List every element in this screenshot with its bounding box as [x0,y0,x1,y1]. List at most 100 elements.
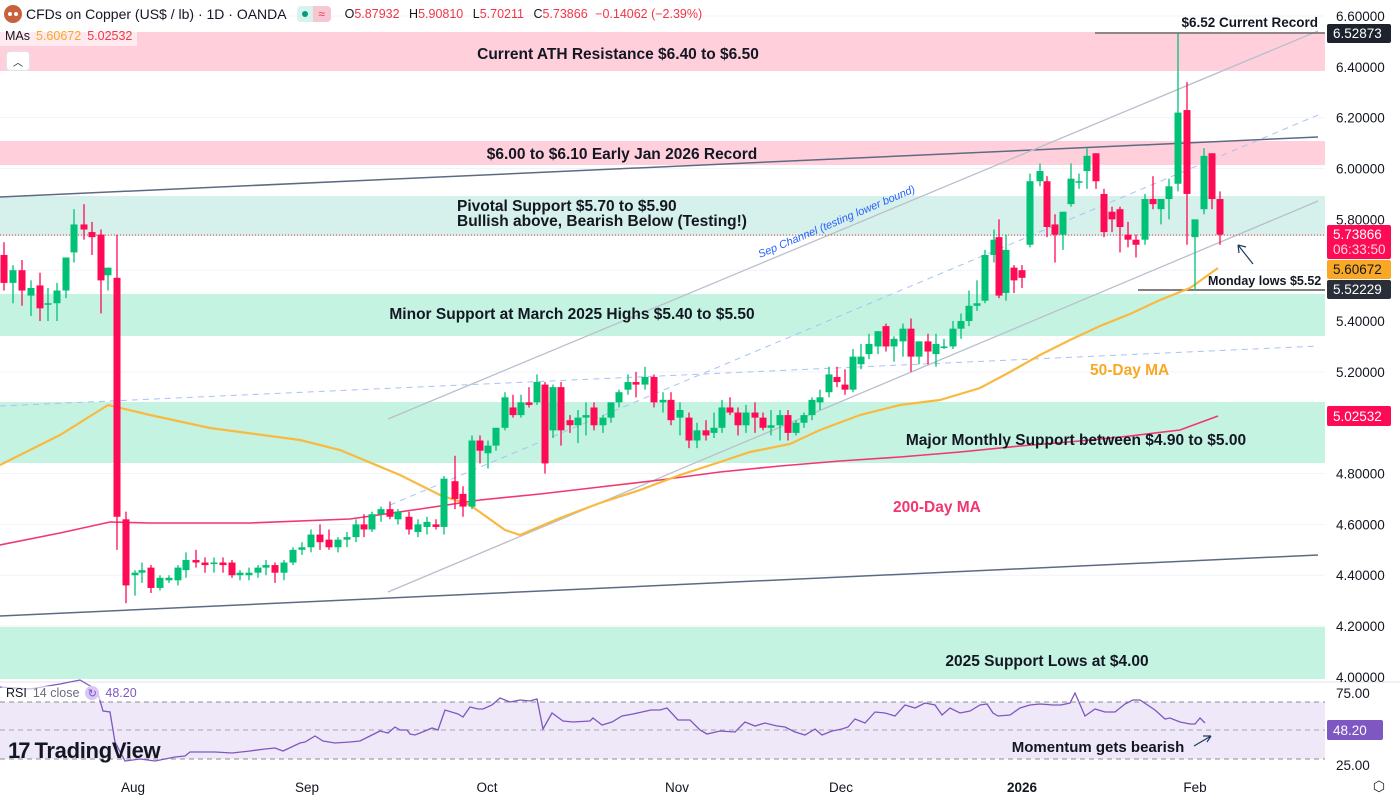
candle [1200,155,1208,210]
change-value: −0.14062 (−2.39%) [595,7,703,21]
mas-legend[interactable]: MAs 5.60672 5.02532 [0,26,138,46]
candle [574,417,582,426]
support-lows-label: 2025 Support Lows at $4.00 [945,653,1148,670]
market-open-icon [296,6,313,22]
candle [1216,199,1224,235]
rsi-value-label: 48.20 [1333,723,1367,738]
symbol-title[interactable]: CFDs on Copper (US$ / lb) · 1D · OANDA [26,6,287,22]
pivotal-label-1: Pivotal Support $5.70 to $5.90 [457,198,677,215]
candle [343,537,351,540]
mas-label: MAs [5,29,30,43]
candle [924,341,932,352]
candle [1208,153,1216,200]
candle [36,285,44,309]
candle [280,562,288,573]
lower-trendline [0,554,1319,617]
jan-record-zone [0,141,1325,165]
annotation-arrows [1193,244,1254,747]
monday-arrow-icon [1237,244,1254,265]
candle [1174,112,1182,184]
candle [316,534,324,543]
candle [192,559,200,563]
candle [97,234,105,281]
major-support-label: Major Monthly Support between $4.90 to $… [906,432,1246,449]
market-status[interactable]: ≈ [296,6,331,22]
candle [582,415,590,418]
time-axis[interactable]: Aug Sep Oct Nov Dec 2026 Feb [121,780,1207,795]
candle [949,328,957,347]
refresh-icon[interactable]: ↻ [85,686,100,700]
chevron-up-icon: ︿ [13,57,23,69]
candle [1026,181,1034,245]
candle [632,382,640,385]
high-value: 5.90810 [418,7,464,21]
candle [1149,199,1157,205]
low-value: 5.70211 [479,7,524,21]
candle [557,387,565,431]
last-price-label: 5.73866 [1333,227,1382,242]
copper-symbol-icon [4,5,22,23]
candle [659,399,667,403]
time-tick: Sep [295,780,319,795]
price-tick: 6.00000 [1336,162,1385,177]
ma200-label: 200-Day MA [893,499,981,516]
record-annotation: $6.52 Current Record [1181,15,1318,30]
candle [517,402,525,416]
tradingview-logo[interactable]: 17 TradingView [8,738,161,764]
price-tick: 6.60000 [1336,9,1385,24]
monday-lows-label: Monday lows $5.52 [1208,274,1321,288]
ma200-line [0,415,1219,546]
candle [377,509,385,515]
candle [88,232,96,238]
candle [1010,267,1018,281]
tradingview-wordmark: TradingView [34,738,161,763]
candle [957,321,965,329]
record-price-label: 6.52873 [1333,26,1382,41]
candle [298,547,306,550]
momentum-label: Momentum gets bearish [1012,739,1185,756]
rsi-legend-value: 48.20 [105,686,137,700]
candle [1092,153,1100,182]
candle [27,287,35,296]
settings-gear-icon[interactable]: ⬡ [1372,777,1386,794]
candle [122,519,130,586]
candle [742,412,750,426]
candle [307,534,315,548]
ma200-price-label: 5.02532 [1333,409,1382,424]
candle [599,417,607,426]
candle [650,376,658,403]
candle [667,399,675,421]
candle [468,440,476,507]
time-tick: Dec [829,780,853,795]
candle [541,384,549,464]
candle [492,427,500,446]
candle [501,397,509,428]
countdown-label: 06:33:50 [1333,242,1386,257]
candle [1059,211,1067,235]
candle [62,257,70,291]
candle [808,399,816,416]
candle [710,427,718,433]
monday-low-price-label: 5.52229 [1333,282,1382,297]
candle [849,356,857,390]
candle [825,374,833,393]
candle [718,407,726,428]
candle [874,331,882,347]
candle [759,417,767,428]
rsi-params: 14 close [32,686,80,700]
price-axis[interactable]: 6.60000 6.40000 6.20000 6.00000 5.80000 5.400… [1336,9,1385,685]
candle [368,514,376,530]
candle [174,567,182,581]
rsi-legend[interactable]: RSI 14 close ↻ 48.20 [2,686,141,700]
candle [1043,181,1051,227]
candle [9,270,17,283]
collapse-legend-button[interactable]: ︿ [6,51,30,71]
candle [138,570,146,573]
price-tick: 4.60000 [1336,517,1385,532]
rsi-lower-label: 25.00 [1336,758,1370,773]
wave-icon: ≈ [312,6,331,22]
price-tick: 4.40000 [1336,568,1385,583]
time-tick: Aug [121,780,145,795]
price-tick: 5.20000 [1336,365,1385,380]
